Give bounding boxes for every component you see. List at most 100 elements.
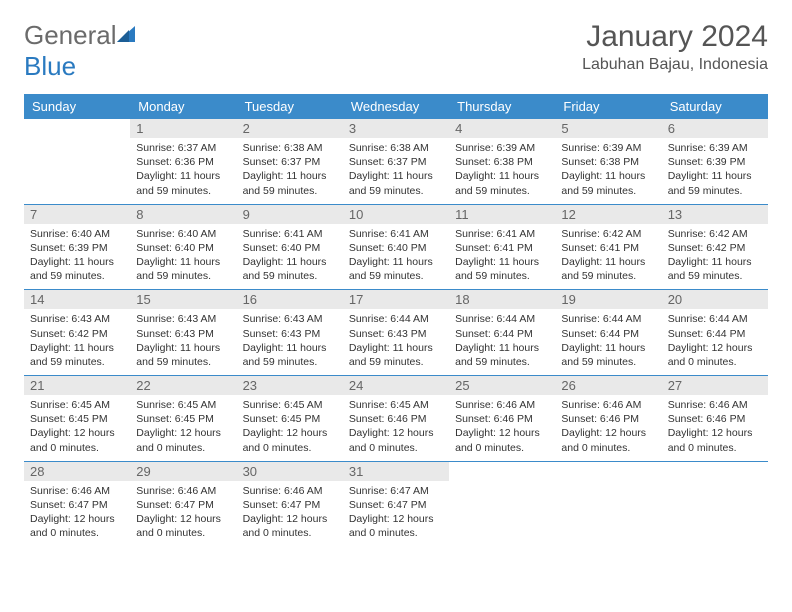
- sunrise-line: Sunrise: 6:42 AM: [668, 227, 762, 241]
- day-number: 25: [449, 376, 555, 395]
- sunrise-line: Sunrise: 6:46 AM: [668, 398, 762, 412]
- day-number: 2: [237, 119, 343, 138]
- sunrise-line: Sunrise: 6:43 AM: [30, 312, 124, 326]
- daylight-line: Daylight: 12 hours and 0 minutes.: [455, 426, 549, 454]
- sunrise-line: Sunrise: 6:41 AM: [455, 227, 549, 241]
- daylight-line: Daylight: 11 hours and 59 minutes.: [561, 255, 655, 283]
- calendar-day-cell: 14Sunrise: 6:43 AMSunset: 6:42 PMDayligh…: [24, 290, 130, 376]
- daylight-line: Daylight: 11 hours and 59 minutes.: [243, 169, 337, 197]
- calendar-empty-cell: [555, 461, 661, 546]
- weekday-header: Tuesday: [237, 94, 343, 119]
- day-number: 17: [343, 290, 449, 309]
- sunrise-line: Sunrise: 6:46 AM: [561, 398, 655, 412]
- day-number: 26: [555, 376, 661, 395]
- daylight-line: Daylight: 12 hours and 0 minutes.: [349, 512, 443, 540]
- sunrise-line: Sunrise: 6:45 AM: [136, 398, 230, 412]
- calendar-day-cell: 3Sunrise: 6:38 AMSunset: 6:37 PMDaylight…: [343, 119, 449, 204]
- calendar-day-cell: 30Sunrise: 6:46 AMSunset: 6:47 PMDayligh…: [237, 461, 343, 546]
- sunset-line: Sunset: 6:45 PM: [30, 412, 124, 426]
- day-number: 27: [662, 376, 768, 395]
- sunrise-line: Sunrise: 6:46 AM: [243, 484, 337, 498]
- daylight-line: Daylight: 12 hours and 0 minutes.: [30, 512, 124, 540]
- daylight-line: Daylight: 12 hours and 0 minutes.: [243, 426, 337, 454]
- brand-text: General Blue: [24, 20, 139, 82]
- sunset-line: Sunset: 6:46 PM: [561, 412, 655, 426]
- sunset-line: Sunset: 6:39 PM: [668, 155, 762, 169]
- sunrise-line: Sunrise: 6:38 AM: [243, 141, 337, 155]
- day-number: 24: [343, 376, 449, 395]
- calendar-day-cell: 12Sunrise: 6:42 AMSunset: 6:41 PMDayligh…: [555, 204, 661, 290]
- day-number: 16: [237, 290, 343, 309]
- daylight-line: Daylight: 12 hours and 0 minutes.: [561, 426, 655, 454]
- daylight-line: Daylight: 12 hours and 0 minutes.: [668, 426, 762, 454]
- day-details: Sunrise: 6:47 AMSunset: 6:47 PMDaylight:…: [343, 481, 449, 547]
- day-number: 29: [130, 462, 236, 481]
- sunset-line: Sunset: 6:36 PM: [136, 155, 230, 169]
- calendar-day-cell: 7Sunrise: 6:40 AMSunset: 6:39 PMDaylight…: [24, 204, 130, 290]
- day-number: 22: [130, 376, 236, 395]
- day-number: 1: [130, 119, 236, 138]
- sunset-line: Sunset: 6:45 PM: [136, 412, 230, 426]
- sunrise-line: Sunrise: 6:44 AM: [455, 312, 549, 326]
- sunset-line: Sunset: 6:38 PM: [561, 155, 655, 169]
- day-details: Sunrise: 6:37 AMSunset: 6:36 PMDaylight:…: [130, 138, 236, 204]
- calendar-day-cell: 20Sunrise: 6:44 AMSunset: 6:44 PMDayligh…: [662, 290, 768, 376]
- day-details: Sunrise: 6:39 AMSunset: 6:39 PMDaylight:…: [662, 138, 768, 204]
- sunrise-line: Sunrise: 6:44 AM: [561, 312, 655, 326]
- daylight-line: Daylight: 11 hours and 59 minutes.: [349, 169, 443, 197]
- calendar-day-cell: 13Sunrise: 6:42 AMSunset: 6:42 PMDayligh…: [662, 204, 768, 290]
- day-details: Sunrise: 6:38 AMSunset: 6:37 PMDaylight:…: [237, 138, 343, 204]
- daylight-line: Daylight: 12 hours and 0 minutes.: [136, 426, 230, 454]
- day-details: Sunrise: 6:45 AMSunset: 6:46 PMDaylight:…: [343, 395, 449, 461]
- day-number: 14: [24, 290, 130, 309]
- calendar-day-cell: 25Sunrise: 6:46 AMSunset: 6:46 PMDayligh…: [449, 376, 555, 462]
- day-number: 4: [449, 119, 555, 138]
- daylight-line: Daylight: 11 hours and 59 minutes.: [561, 341, 655, 369]
- daylight-line: Daylight: 11 hours and 59 minutes.: [349, 341, 443, 369]
- calendar-day-cell: 22 Sunrise: 6:45 AMSunset: 6:45 PMDayligh…: [130, 376, 236, 462]
- day-number: 30: [237, 462, 343, 481]
- calendar-day-cell: 2Sunrise: 6:38 AMSunset: 6:37 PMDaylight…: [237, 119, 343, 204]
- day-details: Sunrise: 6:46 AMSunset: 6:47 PMDaylight:…: [24, 481, 130, 547]
- title-block: January 2024 Labuhan Bajau, Indonesia: [582, 20, 768, 74]
- calendar-day-cell: 19Sunrise: 6:44 AMSunset: 6:44 PMDayligh…: [555, 290, 661, 376]
- day-number: 10: [343, 205, 449, 224]
- sunset-line: Sunset: 6:43 PM: [349, 327, 443, 341]
- sunrise-line: Sunrise: 6:44 AM: [349, 312, 443, 326]
- calendar-week-row: 14Sunrise: 6:43 AMSunset: 6:42 PMDayligh…: [24, 290, 768, 376]
- calendar-day-cell: 21Sunrise: 6:45 AMSunset: 6:45 PMDayligh…: [24, 376, 130, 462]
- sunrise-line: Sunrise: 6:46 AM: [136, 484, 230, 498]
- day-details: Sunrise: 6:43 AMSunset: 6:43 PMDaylight:…: [237, 309, 343, 375]
- daylight-line: Daylight: 12 hours and 0 minutes.: [349, 426, 443, 454]
- sunset-line: Sunset: 6:45 PM: [243, 412, 337, 426]
- day-number: 31: [343, 462, 449, 481]
- day-number: 12: [555, 205, 661, 224]
- sunrise-line: Sunrise: 6:37 AM: [136, 141, 230, 155]
- sunrise-line: Sunrise: 6:39 AM: [668, 141, 762, 155]
- weekday-header: Friday: [555, 94, 661, 119]
- calendar-day-cell: 29 Sunrise: 6:46 AMSunset: 6:47 PMDayligh…: [130, 461, 236, 546]
- day-details: Sunrise: 6:44 AMSunset: 6:44 PMDaylight:…: [449, 309, 555, 375]
- day-number: 13: [662, 205, 768, 224]
- sunset-line: Sunset: 6:37 PM: [243, 155, 337, 169]
- day-number: 21: [24, 376, 130, 395]
- day-number: 7: [24, 205, 130, 224]
- sunset-line: Sunset: 6:47 PM: [136, 498, 230, 512]
- day-details: Sunrise: 6:46 AMSunset: 6:46 PMDaylight:…: [555, 395, 661, 461]
- day-number: 8: [130, 205, 236, 224]
- daylight-line: Daylight: 12 hours and 0 minutes.: [136, 512, 230, 540]
- weekday-header: Saturday: [662, 94, 768, 119]
- day-number: 15: [130, 290, 236, 309]
- sunset-line: Sunset: 6:43 PM: [136, 327, 230, 341]
- daylight-line: Daylight: 11 hours and 59 minutes.: [668, 169, 762, 197]
- daylight-line: Daylight: 11 hours and 59 minutes.: [455, 169, 549, 197]
- sunrise-line: Sunrise: 6:40 AM: [136, 227, 230, 241]
- calendar-body: 1Sunrise: 6:37 AMSunset: 6:36 PMDaylight…: [24, 119, 768, 546]
- sunset-line: Sunset: 6:38 PM: [455, 155, 549, 169]
- sunset-line: Sunset: 6:46 PM: [455, 412, 549, 426]
- day-number: 3: [343, 119, 449, 138]
- sunset-line: Sunset: 6:47 PM: [243, 498, 337, 512]
- day-number: 11: [449, 205, 555, 224]
- day-details: Sunrise: 6:38 AMSunset: 6:37 PMDaylight:…: [343, 138, 449, 204]
- weekday-header: Sunday: [24, 94, 130, 119]
